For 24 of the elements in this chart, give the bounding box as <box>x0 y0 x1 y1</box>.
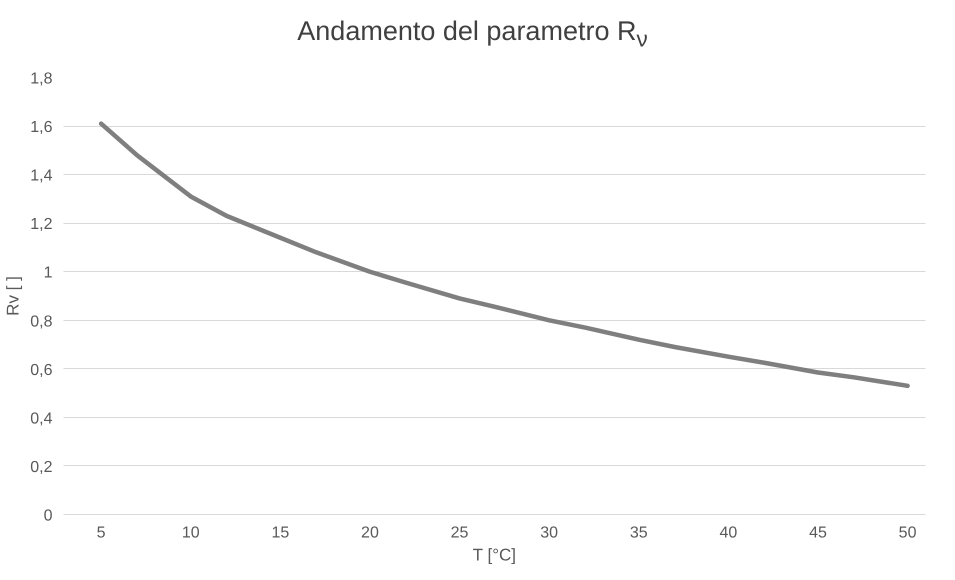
y-tick-label: 1 <box>44 264 53 282</box>
x-tick-label: 50 <box>898 524 917 542</box>
x-tick-label: 40 <box>719 524 738 542</box>
x-tick-label: 45 <box>809 524 827 542</box>
x-tick-label: 30 <box>540 524 558 542</box>
y-tick-label: 0,8 <box>30 313 53 330</box>
y-tick-label: 1,8 <box>30 70 53 88</box>
chart-title: Andamento del parametro R$_{ν}$ <box>296 15 649 54</box>
y-tick-label: 0,4 <box>30 410 53 428</box>
y-tick-label: 0,6 <box>30 362 53 379</box>
y-tick-label: 0 <box>44 508 53 524</box>
x-tick-label: 15 <box>271 524 290 542</box>
y-axis-title: Rv [ ] <box>3 276 22 316</box>
line-series <box>98 121 910 388</box>
x-tick-label: 5 <box>96 524 106 542</box>
x-axis-title: T [°C] <box>472 546 516 564</box>
x-tick-label: 35 <box>630 524 648 542</box>
x-tick-label: 20 <box>361 524 379 542</box>
y-tick-label: 1,2 <box>30 216 53 234</box>
y-tick-label: 0,2 <box>30 458 53 476</box>
x-tick-label: 25 <box>450 524 469 542</box>
x-tick-label: 10 <box>182 524 200 542</box>
y-tick-label: 1,6 <box>30 119 53 136</box>
y-tick-label: 1,4 <box>30 168 53 185</box>
